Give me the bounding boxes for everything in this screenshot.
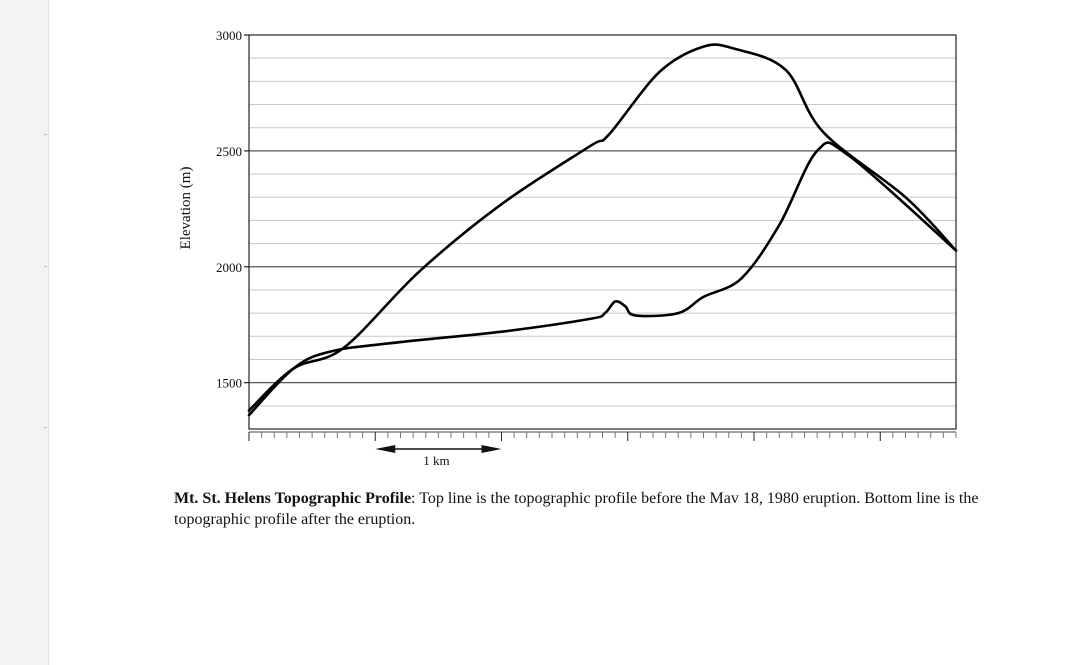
plot-frame bbox=[248, 34, 957, 430]
y-axis-label: Elevation (m) bbox=[178, 167, 194, 250]
y-tick-label: 2500 bbox=[216, 144, 242, 159]
distance-scale-bar: 1 km bbox=[375, 445, 502, 468]
scale-bar-left-arrow-icon bbox=[375, 445, 396, 453]
caption-title: Mt. St. Helens Topographic Profile bbox=[174, 490, 412, 507]
profile-lines bbox=[247, 43, 958, 417]
profile-line-before-eruption bbox=[247, 43, 958, 412]
y-tick-label: 2000 bbox=[216, 260, 242, 275]
caption-text: : Top line is the topographic profile be… bbox=[174, 490, 979, 528]
profile-line-after-eruption bbox=[247, 141, 958, 417]
y-tick-label: 1500 bbox=[216, 376, 242, 391]
scale-bar-label: 1 km bbox=[423, 453, 449, 468]
figure-caption: Mt. St. Helens Topographic Profile: Top … bbox=[174, 488, 994, 530]
y-axis-ticks: 1500 2000 2500 3000 bbox=[216, 28, 249, 391]
gutter-tick bbox=[44, 427, 47, 428]
gutter-tick bbox=[44, 266, 47, 267]
scale-bar-right-arrow-icon bbox=[481, 445, 502, 453]
y-tick-label: 3000 bbox=[216, 28, 242, 43]
grid-lines bbox=[249, 57, 956, 407]
gutter-tick bbox=[44, 134, 47, 135]
x-axis-scale-ticks bbox=[248, 431, 957, 441]
topographic-profile-chart: 1500 2000 2500 3000 Elevation (m) 1 km bbox=[178, 28, 958, 468]
viewer-side-gutter bbox=[0, 0, 49, 665]
